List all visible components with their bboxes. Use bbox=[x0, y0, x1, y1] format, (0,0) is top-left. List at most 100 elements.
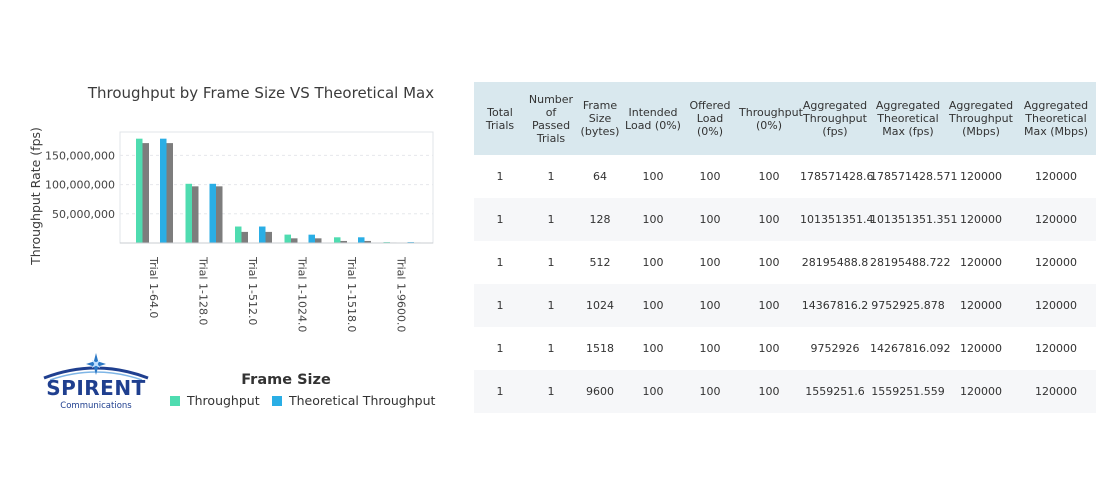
table-cell: 120000 bbox=[1016, 370, 1096, 413]
x-tick-label: Trial 1-512.0 bbox=[246, 256, 259, 325]
header-total-trials: Total Trials bbox=[474, 82, 526, 155]
table-cell: 64 bbox=[576, 155, 624, 198]
table-cell: 14367816.2 bbox=[800, 284, 870, 327]
bar bbox=[185, 183, 192, 243]
table-cell: 28195488.722 bbox=[870, 241, 950, 284]
table-cell: 1 bbox=[474, 155, 526, 198]
table-cell: 100 bbox=[624, 284, 682, 327]
chart-panel: Throughput by Frame Size VS Theoretical … bbox=[0, 0, 470, 500]
x-tick-label: Trial 1-9600.0 bbox=[395, 256, 408, 332]
table-cell: 28195488.8 bbox=[800, 241, 870, 284]
bar bbox=[192, 186, 199, 243]
bar bbox=[358, 237, 365, 243]
bar bbox=[216, 186, 223, 243]
table-cell: 1 bbox=[526, 370, 576, 413]
legend-swatch-throughput bbox=[170, 396, 180, 406]
table-cell: 128 bbox=[576, 198, 624, 241]
chart-title: Throughput by Frame Size VS Theoretical … bbox=[87, 84, 434, 102]
table-cell: 1 bbox=[526, 198, 576, 241]
bar bbox=[284, 234, 291, 243]
bar bbox=[308, 234, 315, 243]
table-cell: 1 bbox=[474, 241, 526, 284]
bar bbox=[315, 238, 322, 243]
table-cell: 100 bbox=[624, 155, 682, 198]
bar bbox=[160, 138, 167, 243]
table-cell: 120000 bbox=[1016, 284, 1096, 327]
table-cell: 100 bbox=[738, 241, 800, 284]
bar bbox=[291, 238, 298, 243]
table-cell: 120000 bbox=[1016, 327, 1096, 370]
table-cell: 120000 bbox=[1016, 155, 1096, 198]
table-cell: 1 bbox=[526, 241, 576, 284]
grid-lines bbox=[120, 154, 433, 215]
results-table: Total Trials Number of Passed Trials Fra… bbox=[474, 82, 1096, 413]
table-cell: 512 bbox=[576, 241, 624, 284]
table-row: 1 1 64 100 100 100 178571428.6 178571428… bbox=[474, 155, 1096, 198]
table-cell: 120000 bbox=[946, 198, 1016, 241]
table-cell: 100 bbox=[682, 370, 738, 413]
legend-label-throughput: Throughput bbox=[186, 393, 260, 408]
x-tick-label: Trial 1-1518.0 bbox=[345, 256, 358, 332]
table-row: 1 1 1024 100 100 100 14367816.2 9752925.… bbox=[474, 284, 1096, 327]
table-cell: 100 bbox=[738, 155, 800, 198]
header-agg-throughput-fps: Aggregated Throughput (fps) bbox=[800, 82, 870, 155]
table-cell: 120000 bbox=[946, 241, 1016, 284]
header-agg-theoretical-mbps: Aggregated Theoretical Max (Mbps) bbox=[1016, 82, 1096, 155]
legend-swatch-theoretical bbox=[272, 396, 282, 406]
bar bbox=[241, 231, 248, 243]
table-cell: 100 bbox=[624, 327, 682, 370]
table-cell: 1559251.6 bbox=[800, 370, 870, 413]
table-cell: 120000 bbox=[946, 327, 1016, 370]
table-cell: 100 bbox=[738, 370, 800, 413]
header-passed-trials: Number of Passed Trials bbox=[526, 82, 576, 155]
header-agg-throughput-mbps: Aggregated Throughput (Mbps) bbox=[946, 82, 1016, 155]
spirent-logo: SPIRENT Communications bbox=[40, 352, 160, 414]
table-cell: 100 bbox=[682, 284, 738, 327]
table-cell: 120000 bbox=[946, 284, 1016, 327]
table-cell: 100 bbox=[738, 284, 800, 327]
table-cell: 1518 bbox=[576, 327, 624, 370]
table-cell: 9600 bbox=[576, 370, 624, 413]
header-throughput: Throughput (0%) bbox=[738, 82, 803, 155]
table-cell: 100 bbox=[682, 241, 738, 284]
table-cell: 100 bbox=[624, 198, 682, 241]
results-table-panel: Total Trials Number of Passed Trials Fra… bbox=[474, 82, 1096, 413]
table-cell: 101351351.351 bbox=[870, 198, 957, 241]
table-cell: 178571428.571 bbox=[870, 155, 957, 198]
table-header-row: Total Trials Number of Passed Trials Fra… bbox=[474, 82, 1096, 155]
table-cell: 101351351.4 bbox=[800, 198, 873, 241]
header-agg-theoretical-fps: Aggregated Theoretical Max (fps) bbox=[870, 82, 946, 155]
table-cell: 1024 bbox=[576, 284, 624, 327]
table-row: 1 1 128 100 100 100 101351351.4 10135135… bbox=[474, 198, 1096, 241]
table-cell: 100 bbox=[682, 198, 738, 241]
table-cell: 120000 bbox=[1016, 198, 1096, 241]
table-cell: 100 bbox=[624, 241, 682, 284]
bar bbox=[364, 240, 371, 243]
table-cell: 100 bbox=[738, 327, 800, 370]
bar bbox=[166, 143, 173, 243]
table-cell: 1 bbox=[526, 155, 576, 198]
legend: Throughput Theoretical Throughput bbox=[170, 393, 436, 408]
y-tick-label: 50,000,000 bbox=[52, 208, 115, 221]
header-frame-size: Frame Size (bytes) bbox=[576, 82, 624, 155]
table-cell: 178571428.6 bbox=[800, 155, 873, 198]
y-tick-labels: 50,000,000 100,000,000 150,000,000 bbox=[45, 149, 115, 220]
x-tick-label: Trial 1-128.0 bbox=[197, 256, 210, 325]
x-tick-labels: Trial 1-64.0 Trial 1-128.0 Trial 1-512.0 Tr… bbox=[147, 256, 408, 332]
table-cell: 100 bbox=[682, 327, 738, 370]
header-offered-load: Offered Load (0%) bbox=[682, 82, 738, 155]
table-cell: 14267816.092 bbox=[870, 327, 950, 370]
x-tick-label: Trial 1-1024.0 bbox=[296, 256, 309, 332]
bar bbox=[142, 143, 149, 243]
logo-tagline: Communications bbox=[60, 401, 132, 411]
bar bbox=[209, 183, 216, 243]
table-cell: 120000 bbox=[1016, 241, 1096, 284]
table-cell: 1 bbox=[526, 327, 576, 370]
y-tick-label: 150,000,000 bbox=[45, 149, 115, 162]
y-tick-label: 100,000,000 bbox=[45, 179, 115, 192]
bar bbox=[235, 226, 242, 243]
star-burst-icon bbox=[43, 353, 149, 381]
bar bbox=[340, 240, 347, 243]
x-axis-title: Frame Size bbox=[241, 372, 331, 388]
bar bbox=[334, 237, 341, 243]
